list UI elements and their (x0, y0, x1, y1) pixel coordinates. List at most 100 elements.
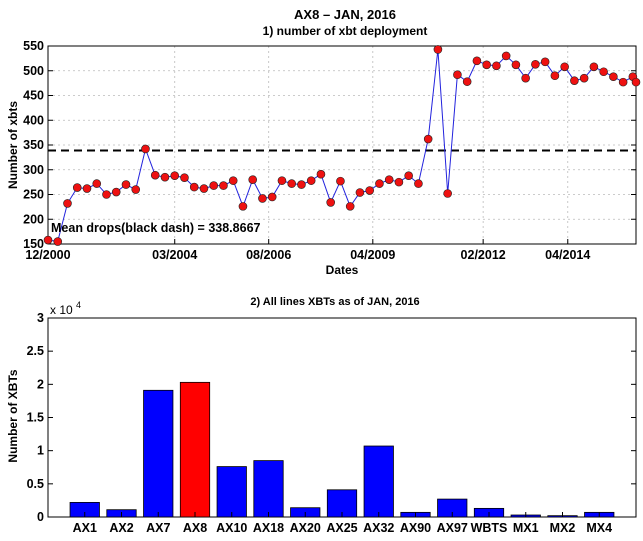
data-point (560, 62, 569, 72)
data-point (238, 202, 248, 211)
data-point (258, 194, 267, 203)
y-tick-label: 2.5 (27, 344, 44, 358)
data-point (150, 170, 160, 180)
data-point (43, 235, 53, 245)
category-label: AX20 (290, 521, 321, 535)
category-label: AX25 (326, 521, 357, 535)
bottom-chart-category-labels: AX1 AX2 AX7 AX8 AX10 AX18 AX20 AX25 AX32 AX90 AX97… (73, 512, 612, 535)
top-chart: AX8 – JAN, 2016 1) number of xbt deploym… (6, 7, 641, 277)
top-chart-title: AX8 – JAN, 2016 (294, 7, 396, 22)
data-point (355, 188, 365, 197)
data-point (345, 202, 355, 211)
data-point (579, 73, 589, 83)
data-point (111, 187, 121, 197)
y-tick-label: 250 (23, 188, 44, 202)
category-label: AX32 (363, 521, 394, 535)
series-points (43, 45, 641, 246)
data-point (462, 77, 472, 86)
data-point (160, 172, 170, 182)
x-tick-label: 04/2014 (545, 248, 590, 262)
data-point (82, 184, 92, 193)
y-tick-label: 0.5 (27, 477, 44, 491)
data-point (180, 173, 189, 182)
data-point (453, 70, 462, 80)
category-label: AX7 (146, 521, 170, 535)
series-line (47, 49, 637, 243)
data-point (121, 180, 131, 189)
data-point (550, 71, 560, 80)
category-label: AX18 (253, 521, 284, 535)
data-point (531, 60, 540, 69)
category-label: AX2 (109, 521, 133, 535)
category-label: AX8 (183, 521, 207, 535)
data-point (228, 176, 238, 185)
data-point (433, 45, 443, 54)
category-label: AX1 (73, 521, 97, 535)
y-tick-label: 200 (23, 212, 44, 226)
data-point (618, 77, 628, 87)
top-chart-y-label: Number of xbts (6, 101, 20, 189)
bar-ax8 (179, 381, 211, 518)
data-point (141, 144, 150, 154)
bottom-chart: 2) All lines XBTs as of JAN, 2016 x 10 4… (6, 296, 637, 535)
data-point (326, 198, 335, 207)
data-point (131, 185, 141, 194)
x-tick-label: 04/2009 (350, 248, 395, 262)
y-tick-label: 3 (37, 311, 44, 325)
category-label: AX90 (400, 521, 431, 535)
data-point (92, 179, 102, 188)
bottom-chart-y-ticks: 0 0.5 1 1.5 2 2.5 3 (27, 311, 636, 524)
data-point (631, 77, 641, 87)
bottom-chart-title: 2) All lines XBTs as of JAN, 2016 (250, 296, 419, 308)
data-point (482, 60, 491, 70)
data-point (511, 60, 521, 70)
bar-ax7 (143, 389, 174, 518)
x-tick-label: 03/2004 (152, 248, 197, 262)
data-point (589, 62, 599, 72)
bar-ax10 (216, 466, 247, 518)
data-point (199, 184, 209, 193)
data-point (423, 134, 433, 144)
data-point (287, 179, 297, 188)
y-tick-label: 350 (23, 138, 44, 152)
top-chart-x-ticks: 12/2000 03/2004 08/2006 04/2009 02/2012 04/20… (25, 239, 590, 262)
category-label: MX4 (586, 521, 612, 535)
data-point (540, 57, 550, 67)
x-tick-label: 12/2000 (25, 248, 70, 262)
y-multiplier-label: x 10 (50, 303, 73, 317)
data-point (189, 182, 199, 192)
data-point (384, 175, 394, 184)
data-point (521, 73, 530, 83)
data-point (609, 72, 618, 81)
top-chart-grid (48, 46, 636, 244)
y-tick-label: 1.5 (27, 411, 44, 425)
y-tick-label: 450 (23, 89, 44, 103)
data-point (599, 67, 608, 77)
y-tick-label: 500 (23, 64, 44, 78)
top-chart-subtitle: 1) number of xbt deployment (263, 24, 428, 38)
data-point (209, 181, 219, 190)
data-point (472, 56, 482, 66)
y-tick-label: 0 (37, 510, 44, 524)
bottom-plot-frame (47, 317, 637, 518)
x-tick-label: 08/2006 (246, 248, 291, 262)
data-point (394, 177, 404, 187)
bottom-chart-y-label: Number of XBTs (6, 369, 20, 462)
top-chart-y-ticks: 150 200 250 300 350 400 450 500 550 (23, 39, 636, 251)
top-chart-x-label: Dates (326, 263, 359, 277)
data-point (316, 169, 326, 179)
data-point (365, 186, 374, 195)
data-point (443, 189, 452, 198)
y-multiplier-exponent: 4 (76, 300, 81, 310)
category-label: AX10 (216, 521, 247, 535)
y-tick-label: 2 (37, 377, 44, 391)
y-tick-label: 150 (23, 237, 44, 251)
mean-annotation: Mean drops(black dash) = 338.8667 (51, 221, 261, 235)
data-point (219, 181, 228, 190)
data-point (375, 179, 384, 188)
y-tick-label: 400 (23, 113, 44, 127)
y-tick-label: 300 (23, 163, 44, 177)
y-tick-label: 1 (37, 444, 44, 458)
data-point (102, 190, 111, 199)
data-point (570, 76, 579, 85)
